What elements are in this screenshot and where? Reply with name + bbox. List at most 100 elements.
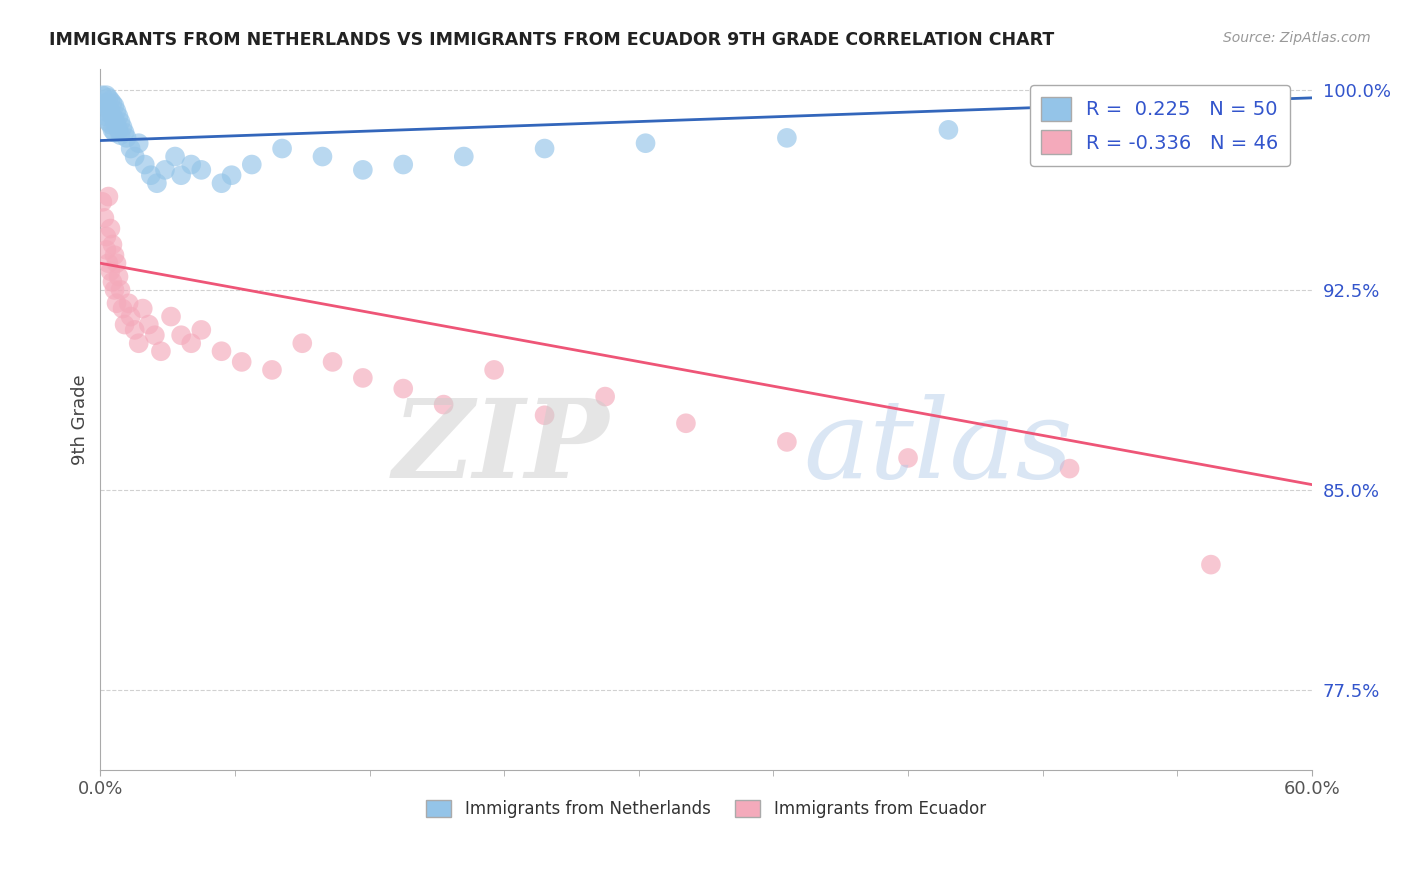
Point <box>117 296 139 310</box>
Point <box>101 123 124 137</box>
Point <box>260 363 283 377</box>
Point <box>190 162 212 177</box>
Point <box>221 168 243 182</box>
Point <box>124 323 146 337</box>
Point <box>111 120 134 135</box>
Point <box>93 104 115 119</box>
Point <box>96 110 118 124</box>
Point <box>170 328 193 343</box>
Point <box>96 243 118 257</box>
Point <box>103 248 125 262</box>
Point <box>124 149 146 163</box>
Point <box>776 131 799 145</box>
Point <box>97 115 120 129</box>
Y-axis label: 9th Grade: 9th Grade <box>72 374 89 465</box>
Point <box>105 118 128 132</box>
Point <box>120 310 142 324</box>
Point <box>114 126 136 140</box>
Point <box>115 131 138 145</box>
Point <box>97 189 120 203</box>
Point <box>101 237 124 252</box>
Point <box>96 88 118 103</box>
Point <box>149 344 172 359</box>
Point <box>146 176 169 190</box>
Point <box>190 323 212 337</box>
Point <box>180 336 202 351</box>
Point <box>482 363 505 377</box>
Point <box>180 157 202 171</box>
Point <box>101 96 124 111</box>
Point <box>1059 461 1081 475</box>
Point <box>96 229 118 244</box>
Text: IMMIGRANTS FROM NETHERLANDS VS IMMIGRANTS FROM ECUADOR 9TH GRADE CORRELATION CHA: IMMIGRANTS FROM NETHERLANDS VS IMMIGRANT… <box>49 31 1054 49</box>
Point <box>100 94 122 108</box>
Point <box>153 162 176 177</box>
Point <box>240 157 263 171</box>
Point <box>97 91 120 105</box>
Point <box>110 128 132 143</box>
Point <box>352 371 374 385</box>
Point <box>105 256 128 270</box>
Point <box>114 318 136 332</box>
Point <box>271 142 294 156</box>
Point <box>93 96 115 111</box>
Point <box>105 296 128 310</box>
Point <box>1199 558 1222 572</box>
Point <box>211 176 233 190</box>
Point <box>138 318 160 332</box>
Point <box>110 283 132 297</box>
Point <box>100 264 122 278</box>
Point <box>107 269 129 284</box>
Point <box>139 168 162 182</box>
Point <box>100 104 122 119</box>
Point <box>352 162 374 177</box>
Point <box>103 99 125 113</box>
Point <box>91 194 114 209</box>
Point <box>111 301 134 316</box>
Point <box>101 110 124 124</box>
Point <box>211 344 233 359</box>
Point <box>100 118 122 132</box>
Point <box>101 275 124 289</box>
Point <box>128 336 150 351</box>
Point <box>776 434 799 449</box>
Point <box>392 382 415 396</box>
Point <box>97 256 120 270</box>
Point <box>105 104 128 119</box>
Point <box>392 157 415 171</box>
Point <box>107 110 129 124</box>
Point <box>120 142 142 156</box>
Point <box>938 123 960 137</box>
Point <box>110 115 132 129</box>
Point <box>103 283 125 297</box>
Point <box>322 355 344 369</box>
Point <box>160 310 183 324</box>
Point <box>103 112 125 127</box>
Point <box>897 450 920 465</box>
Text: Source: ZipAtlas.com: Source: ZipAtlas.com <box>1223 31 1371 45</box>
Point <box>143 328 166 343</box>
Point <box>291 336 314 351</box>
Legend: Immigrants from Netherlands, Immigrants from Ecuador: Immigrants from Netherlands, Immigrants … <box>419 793 993 825</box>
Point <box>97 102 120 116</box>
Point <box>93 211 115 225</box>
Point <box>91 88 114 103</box>
Point <box>593 390 616 404</box>
Point <box>128 136 150 151</box>
Point <box>107 123 129 137</box>
Point <box>634 136 657 151</box>
Text: atlas: atlas <box>803 393 1073 501</box>
Point <box>231 355 253 369</box>
Text: ZIP: ZIP <box>392 393 609 501</box>
Point <box>100 221 122 235</box>
Point <box>533 142 555 156</box>
Point <box>311 149 333 163</box>
Point <box>453 149 475 163</box>
Point <box>675 417 697 431</box>
Point <box>96 96 118 111</box>
Point <box>132 301 155 316</box>
Point <box>433 398 456 412</box>
Point <box>170 168 193 182</box>
Point <box>134 157 156 171</box>
Point <box>533 409 555 423</box>
